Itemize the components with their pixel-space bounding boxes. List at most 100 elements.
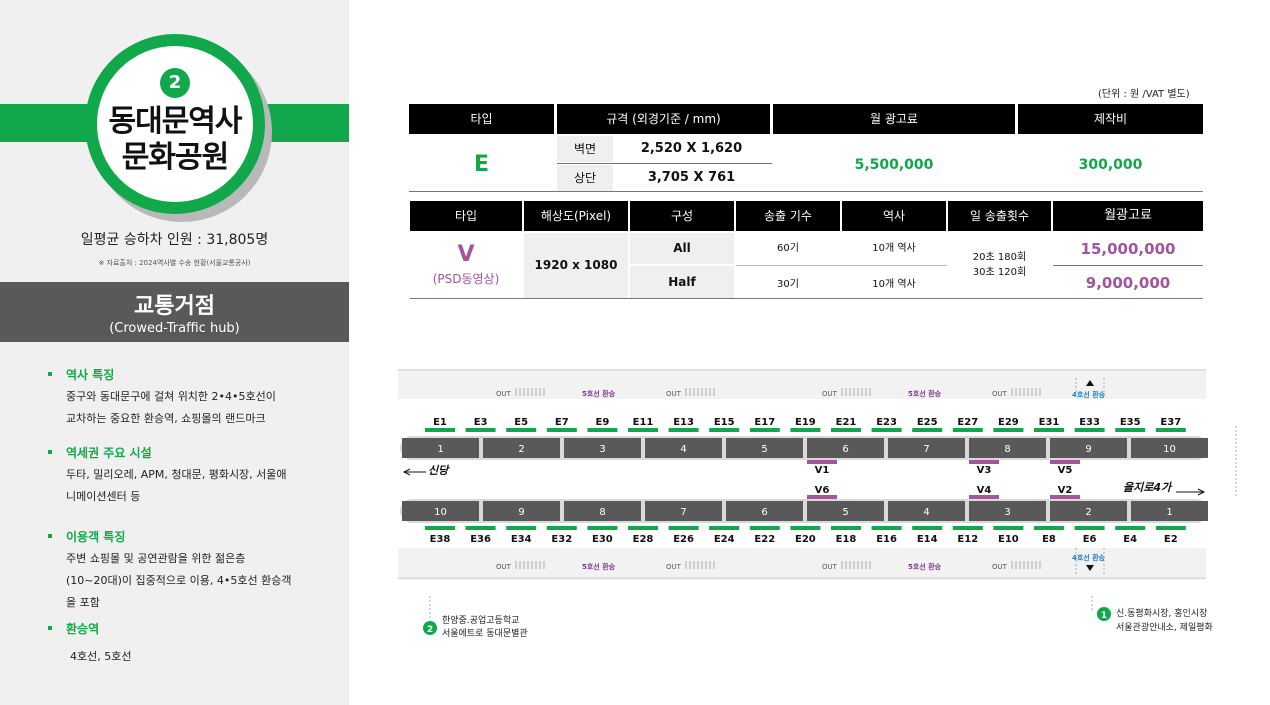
ad-marker-top	[1155, 428, 1186, 432]
config-half: Half	[630, 266, 734, 298]
out-label: OUT	[496, 390, 512, 398]
v-label-bottom: V4	[977, 485, 992, 496]
v-marker-top	[807, 460, 837, 464]
type-e: E	[473, 152, 490, 177]
car-number-top: 10	[1163, 444, 1176, 455]
ad-marker-bottom	[749, 526, 780, 530]
table-v-bottom	[410, 298, 1203, 299]
spec-size-wall: 2,520 X 1,620	[640, 141, 743, 156]
ad-code-bottom: E14	[917, 534, 938, 545]
section-line: 중구와 동대문구에 걸쳐 위치한 2•4•5호선이	[66, 390, 276, 403]
ad-code-bottom: E6	[1083, 534, 1097, 545]
section-line: 4호선, 5호선	[70, 650, 132, 663]
car-number-bottom: 1	[1166, 507, 1172, 518]
type-v: V	[457, 242, 475, 267]
car-number-top: 8	[1004, 444, 1010, 455]
ad-code-bottom: E12	[957, 534, 978, 545]
ad-marker-top	[668, 428, 699, 432]
exit-1-number: 1	[1101, 611, 1107, 621]
stations-all: 10개 역사	[872, 243, 916, 254]
ad-code-bottom: E10	[998, 534, 1019, 545]
v-label-bottom: V2	[1058, 485, 1073, 496]
car-segment-bottom	[726, 501, 803, 521]
car-number-bottom: 9	[518, 507, 524, 518]
section-line: 두타, 밀리오레, APM, 청대문, 평화시장, 서울애	[66, 468, 287, 481]
exit-1-badge	[1097, 607, 1111, 621]
ad-code-top: E15	[714, 417, 735, 428]
ad-code-bottom: E30	[592, 534, 613, 545]
ad-marker-bottom	[668, 526, 699, 530]
transfer-line5-label: 5호선 환승	[582, 562, 616, 571]
ad-marker-bottom	[628, 526, 658, 530]
ad-marker-top	[993, 428, 1024, 432]
car-segment-top	[807, 438, 884, 458]
row-divider	[557, 163, 772, 164]
platform-map: 1 2 3 4 5 6 7 8 9 10 10 9 8 7 6 5 4 3 2 1 E1 E3 E5 E7 E9 E11 E13…	[398, 369, 1237, 639]
hub-title: 교통거점	[134, 294, 215, 319]
ad-marker-top	[831, 428, 861, 432]
out-label: OUT	[666, 563, 682, 571]
ad-code-bottom: E2	[1164, 534, 1178, 545]
hub-subtitle: (Crowed-Traffic hub)	[109, 321, 240, 336]
v-marker-bottom	[1050, 495, 1080, 499]
ad-marker-top	[709, 428, 740, 432]
ad-marker-bottom	[1155, 526, 1186, 530]
out-label: OUT	[822, 390, 838, 398]
car-segment-top	[1131, 438, 1208, 458]
transfer-line5-label: 5호선 환승	[908, 562, 942, 571]
ad-marker-bottom	[546, 526, 577, 530]
car-number-top: 7	[923, 444, 929, 455]
ad-marker-top	[465, 428, 496, 432]
v-marker-top	[1050, 460, 1080, 464]
car-number-bottom: 7	[680, 507, 686, 518]
ad-marker-top	[628, 428, 658, 432]
v-label-bottom: V6	[815, 485, 830, 496]
spec-label-wall: 벽면	[557, 136, 613, 162]
ad-marker-bottom	[871, 526, 902, 530]
ad-code-top: E13	[673, 417, 694, 428]
transfer-line4-label: 4호선 환승	[1072, 553, 1106, 562]
section-facilities: 역세권 주요 시설 두타, 밀리오레, APM, 청대문, 평화시장, 서울애 …	[48, 442, 287, 508]
th-resolution: 해상도(Pixel)	[524, 201, 628, 231]
stations-half: 10개 역사	[872, 279, 916, 290]
ad-code-top: E25	[917, 417, 938, 428]
car-number-top: 9	[1085, 444, 1091, 455]
th-spec: 규격 (외경기준 / mm)	[557, 104, 770, 134]
ad-marker-bottom	[1034, 526, 1064, 530]
platform-top-wall	[398, 369, 1206, 399]
ad-marker-bottom	[506, 526, 537, 530]
car-segment-bottom	[564, 501, 641, 521]
ad-code-top: E19	[795, 417, 816, 428]
ad-code-top: E27	[957, 417, 978, 428]
th-stations: 역사	[842, 201, 946, 231]
ad-marker-top	[952, 428, 983, 432]
ad-marker-bottom	[587, 526, 618, 530]
out-label: OUT	[666, 390, 682, 398]
ad-marker-bottom	[912, 526, 943, 530]
ad-marker-bottom	[952, 526, 983, 530]
ad-code-top: E31	[1039, 417, 1060, 428]
section-history: 역사 특징 중구와 동대문구에 걸쳐 위치한 2•4•5호선이 교차하는 중요한…	[48, 364, 276, 430]
ad-code-bottom: E24	[714, 534, 735, 545]
ad-marker-bottom	[709, 526, 740, 530]
direction-right: 을지로4가	[1123, 481, 1173, 494]
section-line: 니메이션센터 등	[66, 490, 141, 503]
ad-code-bottom: E20	[795, 534, 816, 545]
section-title: 환승역	[48, 618, 131, 640]
ad-code-bottom: E18	[836, 534, 857, 545]
ad-code-top: E5	[514, 417, 528, 428]
ad-code-top: E9	[596, 417, 610, 428]
section-title: 역세권 주요 시설	[48, 442, 287, 464]
car-segment-bottom	[402, 501, 479, 521]
ridership-text: 일평균 승하차 인원 : 31,805명	[80, 232, 269, 248]
monthly-fee-e: 5,500,000	[854, 157, 934, 173]
car-segment-bottom	[807, 501, 884, 521]
ad-code-top: E35	[1120, 417, 1141, 428]
v-label-top: V3	[977, 465, 992, 476]
arrow-up-icon	[1086, 380, 1094, 386]
ad-code-top: E11	[633, 417, 654, 428]
ad-code-top: E1	[433, 417, 447, 428]
car-number-top: 4	[680, 444, 686, 455]
spec-label-top: 상단	[557, 165, 613, 191]
row-divider	[736, 265, 947, 266]
